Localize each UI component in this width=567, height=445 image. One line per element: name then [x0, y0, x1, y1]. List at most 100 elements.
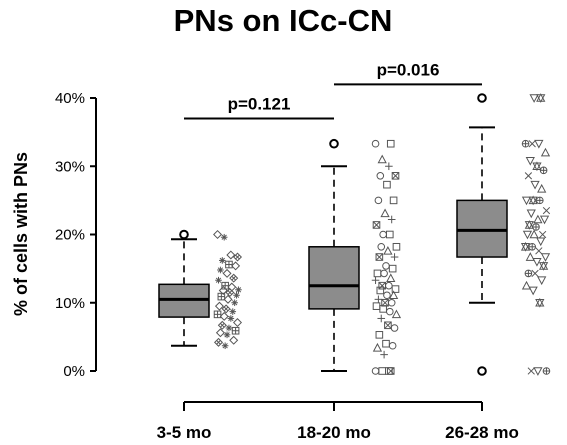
scatter-point	[536, 237, 546, 247]
scatter-point	[524, 172, 533, 180]
scatter-point	[215, 328, 225, 338]
data-points	[213, 93, 551, 376]
y-tick-label: 20%	[55, 227, 85, 244]
y-tick-label: 40%	[55, 90, 85, 107]
scatter-point	[376, 172, 385, 180]
scatter-point	[542, 206, 551, 215]
significance-brackets: p=0.121 p=0.016	[184, 60, 482, 120]
scatter-point	[215, 276, 222, 284]
scatter-point	[220, 233, 228, 241]
scatter-point	[521, 139, 530, 148]
x-tick-label: 3-5 mo	[157, 423, 212, 442]
scatter-point	[529, 94, 539, 103]
scatter-point	[535, 247, 543, 255]
y-axis-label: % of cells with PNs	[11, 152, 31, 316]
scatter-point	[383, 246, 393, 255]
scatter-point	[389, 196, 398, 205]
scatter-point	[382, 262, 390, 270]
scatter-point	[390, 324, 399, 332]
scatter-point	[221, 342, 229, 350]
scatter-point	[379, 230, 387, 239]
scatter-point	[383, 180, 391, 189]
scatter-point	[229, 308, 237, 315]
scatter-point	[374, 295, 383, 304]
scatter-point	[385, 162, 393, 171]
scatter-point	[235, 286, 242, 294]
scatter-point	[386, 307, 394, 316]
scatter-point	[377, 154, 387, 164]
scatter-point	[521, 196, 532, 206]
scatter-point	[527, 367, 535, 375]
scatter-point	[223, 294, 233, 304]
scatter-point	[392, 242, 401, 251]
scatter-point	[524, 220, 534, 230]
boxes	[158, 93, 508, 376]
scatter-point	[378, 281, 386, 290]
scatter-point	[539, 166, 548, 175]
y-tick-label: 0%	[63, 363, 85, 380]
outlier-point	[179, 229, 189, 240]
scatter-point	[375, 331, 384, 339]
scatter-point	[535, 297, 545, 308]
scatter-point	[540, 253, 551, 262]
scatter-point	[386, 230, 394, 239]
scatter-point	[233, 291, 240, 299]
scatter-point	[388, 290, 399, 300]
p-value-label: p=0.016	[377, 60, 440, 79]
scatter-point	[219, 311, 229, 321]
scatter-point	[213, 337, 224, 347]
iqr-box	[456, 199, 508, 258]
scatter-point	[225, 288, 235, 298]
scatter-point	[371, 276, 380, 285]
scatter-point	[374, 196, 383, 205]
scatter-point	[377, 242, 386, 251]
scatter-point	[542, 367, 551, 375]
scatter-point	[536, 196, 544, 205]
scatter-point	[213, 229, 223, 240]
x-tick-label: 18-20 mo	[297, 423, 371, 442]
scatter-point	[231, 261, 241, 271]
scatter-point	[219, 257, 226, 264]
scatter-point	[379, 305, 387, 313]
scatter-point	[372, 221, 381, 229]
outlier-point	[477, 93, 487, 103]
scatter-point	[528, 195, 538, 206]
scatter-point	[391, 285, 400, 293]
scatter-point	[221, 304, 231, 314]
scatter-point	[388, 341, 397, 350]
scatter-point	[384, 321, 392, 330]
scatter-point	[213, 310, 222, 319]
scatter-point	[225, 260, 233, 269]
axes: 0% 10% 20% 30% 40% 3-5 mo 18-20 mo 26-28 mo	[55, 90, 519, 442]
scatter-point	[386, 367, 395, 375]
scatter-point	[385, 367, 393, 375]
scatter-point	[371, 139, 380, 148]
scatter-point	[520, 241, 531, 252]
iqr-box	[308, 246, 360, 310]
scatter-point	[534, 139, 544, 149]
scatter-point	[531, 269, 539, 278]
p-value-label: p=0.121	[228, 94, 291, 113]
scatter-point	[525, 252, 535, 261]
scatter-point	[380, 269, 388, 278]
x-tick-label: 26-28 mo	[445, 423, 519, 442]
scatter-point	[391, 172, 400, 180]
outlier-point	[329, 138, 339, 149]
scatter-point	[532, 258, 542, 267]
box-18-20mo	[308, 138, 360, 372]
scatter-point	[227, 315, 235, 322]
scatter-point	[214, 301, 224, 311]
scatter-point	[532, 161, 542, 172]
scatter-point	[537, 183, 547, 193]
scatter-point	[524, 269, 533, 278]
outlier-point	[477, 366, 487, 376]
scatter-point	[537, 276, 547, 286]
scatter-point	[380, 208, 390, 218]
scatter-point	[530, 180, 540, 190]
scatter-point	[383, 291, 391, 300]
scatter-point	[533, 214, 543, 224]
scatter-point	[386, 273, 396, 282]
scatter-point	[229, 273, 239, 283]
scatter-point	[231, 299, 238, 307]
